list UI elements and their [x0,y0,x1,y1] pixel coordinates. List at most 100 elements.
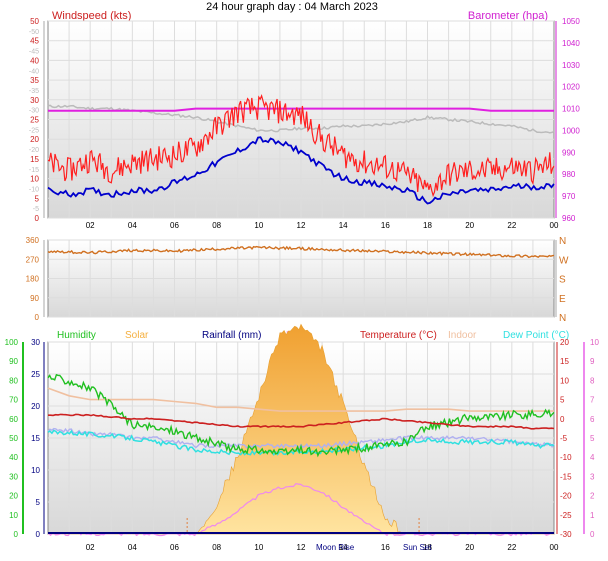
legend-solar: Solar [125,330,149,341]
temp-tick-label: 10 [560,376,569,385]
compass-label: N [559,236,566,247]
dir-y-tick-label: 180 [26,275,40,284]
temp-tick-label: 20 [560,338,569,347]
rain-tick-label: 10 [31,466,40,475]
baro-y-tick-label: 1040 [562,39,580,48]
wind-x-tick-label: 10 [254,221,263,230]
rain-tick-label: 25 [31,370,40,379]
humidity-line [47,373,555,458]
uv-tick-label: 3 [590,472,595,481]
barometer-legend: Barometer (hpa) [468,10,548,22]
humidity-tick-label: 70 [9,396,18,405]
temp-x-tick-label: 20 [465,543,474,552]
baro-y-tick-label: 1000 [562,126,580,135]
wind-y-tick-label: 0 [35,214,40,223]
wind-x-tick-label: 18 [423,221,432,230]
humidity-tick-label: 90 [9,357,18,366]
wind-x-tick-label: 02 [86,221,95,230]
baro-y-tick-label: 980 [562,170,576,179]
temp-tick-label: -25 [560,511,572,520]
uv-tick-label: 0 [590,530,595,539]
temp-x-tick-label: 22 [507,543,516,552]
rain-tick-label: 30 [31,338,40,347]
temperature-panel-series [47,323,555,537]
wind-minor-tick-label: -20 [29,147,39,154]
humidity-tick-label: 20 [9,492,18,501]
uv-tick-label: 10 [590,338,599,347]
wind-x-tick-label: 06 [170,221,179,230]
uv-tick-label: 7 [590,396,595,405]
wind-y-tick-label: 25 [30,116,39,125]
wind-y-tick-label: 10 [30,175,39,184]
wind-x-tick-label: 04 [128,221,137,230]
temp-tick-label: -30 [560,530,572,539]
dir-y-tick-label: 270 [26,255,40,264]
temp-x-tick-label: 18 [423,543,432,552]
baro-y-tick-label: 1010 [562,105,580,114]
wind-y-tick-label: 35 [30,76,39,85]
dir-y-tick-label: 360 [26,236,40,245]
temp-x-tick-label: 06 [170,543,179,552]
dir-y-tick-label: 90 [30,294,39,303]
wind-panel-series [47,93,555,205]
wind-minor-tick-label: -50 [29,29,39,36]
rain-tick-label: 5 [36,498,41,507]
humidity-tick-label: 60 [9,415,18,424]
temp-tick-label: -15 [560,472,572,481]
wind-minor-tick-label: -10 [29,186,39,193]
baro-y-tick-label: 1020 [562,83,580,92]
temp-x-tick-label: 10 [254,543,263,552]
wind-minor-tick-label: -30 [29,108,39,115]
temp-x-tick-label: 08 [212,543,221,552]
temp-tick-label: -5 [560,434,568,443]
temp-tick-label: -20 [560,492,572,501]
wind-x-tick-label: 20 [465,221,474,230]
legend-dew-point-c: Dew Point (°C) [503,330,569,341]
temp-tick-label: 0 [560,415,565,424]
sun-set-label: Sun Set [403,543,432,552]
direction-panel-series [47,245,555,259]
wind-minor-tick-label: -45 [29,49,39,56]
legend-temperature-c: Temperature (°C) [360,330,437,341]
temp-x-tick-label: 12 [297,543,306,552]
baro-y-tick-label: 970 [562,192,576,201]
humidity-tick-label: 30 [9,472,18,481]
wind-minor-tick-label: -15 [29,167,39,174]
wind-y-tick-label: 45 [30,37,39,46]
moon-rise-label: Moon Rise [316,543,355,552]
uv-tick-label: 9 [590,357,595,366]
temp-x-tick-label: 16 [381,543,390,552]
wind-panel-axes: 02 04 06 08 10 12 14 16 18 20 22 000510152025303540… [29,17,580,230]
rain-tick-label: 0 [36,530,41,539]
rain-tick-label: 15 [31,434,40,443]
indoor-temp-line [47,387,554,412]
wind-minor-tick-label: -5 [33,206,39,213]
uv-tick-label: 1 [590,511,595,520]
humidity-tick-label: 10 [9,511,18,520]
wind-minor-tick-label: -40 [29,68,39,75]
wind-y-tick-label: 20 [30,135,39,144]
uv-tick-label: 2 [590,492,595,501]
baro-y-tick-label: 990 [562,148,576,157]
wind-y-tick-label: 40 [30,56,39,65]
compass-label: N [559,313,566,324]
temp-x-tick-label: 02 [86,543,95,552]
dewpoint-line [47,429,555,457]
wind-x-tick-label: 00 [550,221,559,230]
temp-x-tick-label: 14 [339,543,348,552]
wind-gust-line [47,93,555,198]
temp-x-tick-label: 04 [128,543,137,552]
compass-label: S [559,275,566,286]
baro-y-tick-label: 1050 [562,17,580,26]
baro-y-tick-label: 1030 [562,61,580,70]
wind-x-tick-label: 12 [297,221,306,230]
wind-minor-tick-label: -35 [29,88,39,95]
wind-x-tick-label: 14 [339,221,348,230]
wind-y-tick-label: 5 [35,194,40,203]
temp-x-tick-label: 00 [550,543,559,552]
compass-label: E [559,294,566,305]
wind-x-tick-label: 08 [212,221,221,230]
direction-panel-gridlines [48,239,554,318]
wind-y-tick-label: 15 [30,155,39,164]
